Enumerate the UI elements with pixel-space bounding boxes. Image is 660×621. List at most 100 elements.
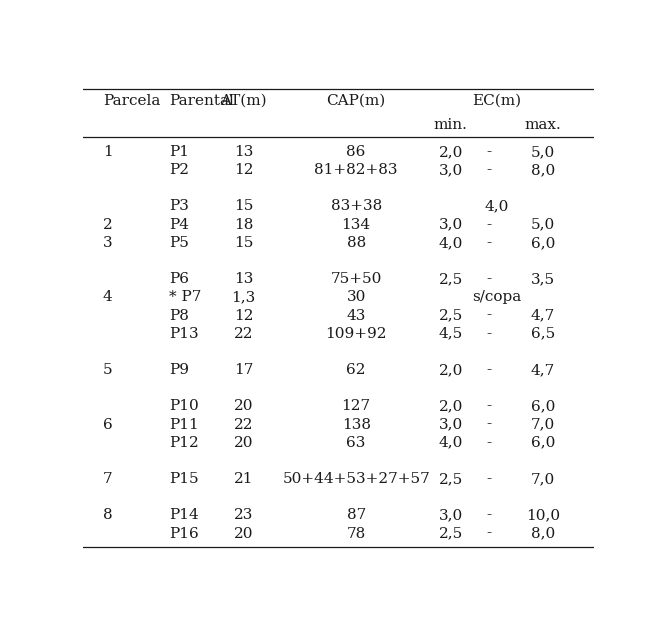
- Text: 23: 23: [234, 509, 253, 522]
- Text: 3,0: 3,0: [439, 509, 463, 522]
- Text: 30: 30: [346, 291, 366, 304]
- Text: 6,0: 6,0: [531, 399, 555, 414]
- Text: 2,5: 2,5: [439, 527, 463, 540]
- Text: 5,0: 5,0: [531, 218, 555, 232]
- Text: 1: 1: [103, 145, 113, 159]
- Text: max.: max.: [525, 118, 561, 132]
- Text: P10: P10: [170, 399, 199, 414]
- Text: 7,0: 7,0: [531, 472, 555, 486]
- Text: 1,3: 1,3: [232, 291, 255, 304]
- Text: P16: P16: [170, 527, 199, 540]
- Text: Parcela: Parcela: [103, 94, 160, 108]
- Text: 138: 138: [342, 417, 371, 432]
- Text: 78: 78: [346, 527, 366, 540]
- Text: 62: 62: [346, 363, 366, 377]
- Text: -: -: [486, 527, 492, 540]
- Text: 13: 13: [234, 145, 253, 159]
- Text: 22: 22: [234, 327, 253, 341]
- Text: 10,0: 10,0: [526, 509, 560, 522]
- Text: P1: P1: [170, 145, 189, 159]
- Text: 7,0: 7,0: [531, 417, 555, 432]
- Text: P15: P15: [170, 472, 199, 486]
- Text: -: -: [486, 509, 492, 522]
- Text: 4,7: 4,7: [531, 309, 555, 322]
- Text: AT(m): AT(m): [220, 94, 267, 108]
- Text: 2,5: 2,5: [439, 309, 463, 322]
- Text: EC(m): EC(m): [473, 94, 521, 108]
- Text: 5: 5: [103, 363, 113, 377]
- Text: 3: 3: [103, 236, 113, 250]
- Text: -: -: [486, 472, 492, 486]
- Text: 50+44+53+27+57: 50+44+53+27+57: [282, 472, 430, 486]
- Text: 4,0: 4,0: [439, 236, 463, 250]
- Text: 3,5: 3,5: [531, 272, 555, 286]
- Text: P13: P13: [170, 327, 199, 341]
- Text: 83+38: 83+38: [331, 199, 381, 214]
- Text: 6,0: 6,0: [531, 436, 555, 450]
- Text: 4,7: 4,7: [531, 363, 555, 377]
- Text: 12: 12: [234, 163, 253, 177]
- Text: -: -: [486, 363, 492, 377]
- Text: 17: 17: [234, 363, 253, 377]
- Text: P14: P14: [170, 509, 199, 522]
- Text: -: -: [486, 309, 492, 322]
- Text: 20: 20: [234, 399, 253, 414]
- Text: 18: 18: [234, 218, 253, 232]
- Text: 8,0: 8,0: [531, 163, 555, 177]
- Text: 4,5: 4,5: [439, 327, 463, 341]
- Text: P6: P6: [170, 272, 189, 286]
- Text: Parental: Parental: [170, 94, 234, 108]
- Text: -: -: [486, 417, 492, 432]
- Text: s/copa: s/copa: [472, 291, 521, 304]
- Text: 15: 15: [234, 236, 253, 250]
- Text: 87: 87: [346, 509, 366, 522]
- Text: 63: 63: [346, 436, 366, 450]
- Text: 81+82+83: 81+82+83: [314, 163, 398, 177]
- Text: -: -: [486, 272, 492, 286]
- Text: 5,0: 5,0: [531, 145, 555, 159]
- Text: -: -: [486, 399, 492, 414]
- Text: 4,0: 4,0: [484, 199, 509, 214]
- Text: 2,0: 2,0: [439, 145, 463, 159]
- Text: 20: 20: [234, 436, 253, 450]
- Text: CAP(m): CAP(m): [327, 94, 386, 108]
- Text: 3,0: 3,0: [439, 163, 463, 177]
- Text: P12: P12: [170, 436, 199, 450]
- Text: min.: min.: [434, 118, 468, 132]
- Text: 109+92: 109+92: [325, 327, 387, 341]
- Text: 21: 21: [234, 472, 253, 486]
- Text: -: -: [486, 145, 492, 159]
- Text: 86: 86: [346, 145, 366, 159]
- Text: 6: 6: [103, 417, 113, 432]
- Text: P9: P9: [170, 363, 189, 377]
- Text: 75+50: 75+50: [331, 272, 382, 286]
- Text: P8: P8: [170, 309, 189, 322]
- Text: 2,5: 2,5: [439, 272, 463, 286]
- Text: 8: 8: [103, 509, 113, 522]
- Text: 134: 134: [342, 218, 371, 232]
- Text: 88: 88: [346, 236, 366, 250]
- Text: -: -: [486, 218, 492, 232]
- Text: 4,0: 4,0: [439, 436, 463, 450]
- Text: P2: P2: [170, 163, 189, 177]
- Text: 12: 12: [234, 309, 253, 322]
- Text: 2,0: 2,0: [439, 363, 463, 377]
- Text: 4: 4: [103, 291, 113, 304]
- Text: 22: 22: [234, 417, 253, 432]
- Text: 2: 2: [103, 218, 113, 232]
- Text: 3,0: 3,0: [439, 218, 463, 232]
- Text: 3,0: 3,0: [439, 417, 463, 432]
- Text: P3: P3: [170, 199, 189, 214]
- Text: 15: 15: [234, 199, 253, 214]
- Text: P5: P5: [170, 236, 189, 250]
- Text: 2,5: 2,5: [439, 472, 463, 486]
- Text: -: -: [486, 436, 492, 450]
- Text: -: -: [486, 163, 492, 177]
- Text: 6,5: 6,5: [531, 327, 555, 341]
- Text: 8,0: 8,0: [531, 527, 555, 540]
- Text: 127: 127: [342, 399, 371, 414]
- Text: P11: P11: [170, 417, 199, 432]
- Text: -: -: [486, 236, 492, 250]
- Text: 20: 20: [234, 527, 253, 540]
- Text: -: -: [486, 327, 492, 341]
